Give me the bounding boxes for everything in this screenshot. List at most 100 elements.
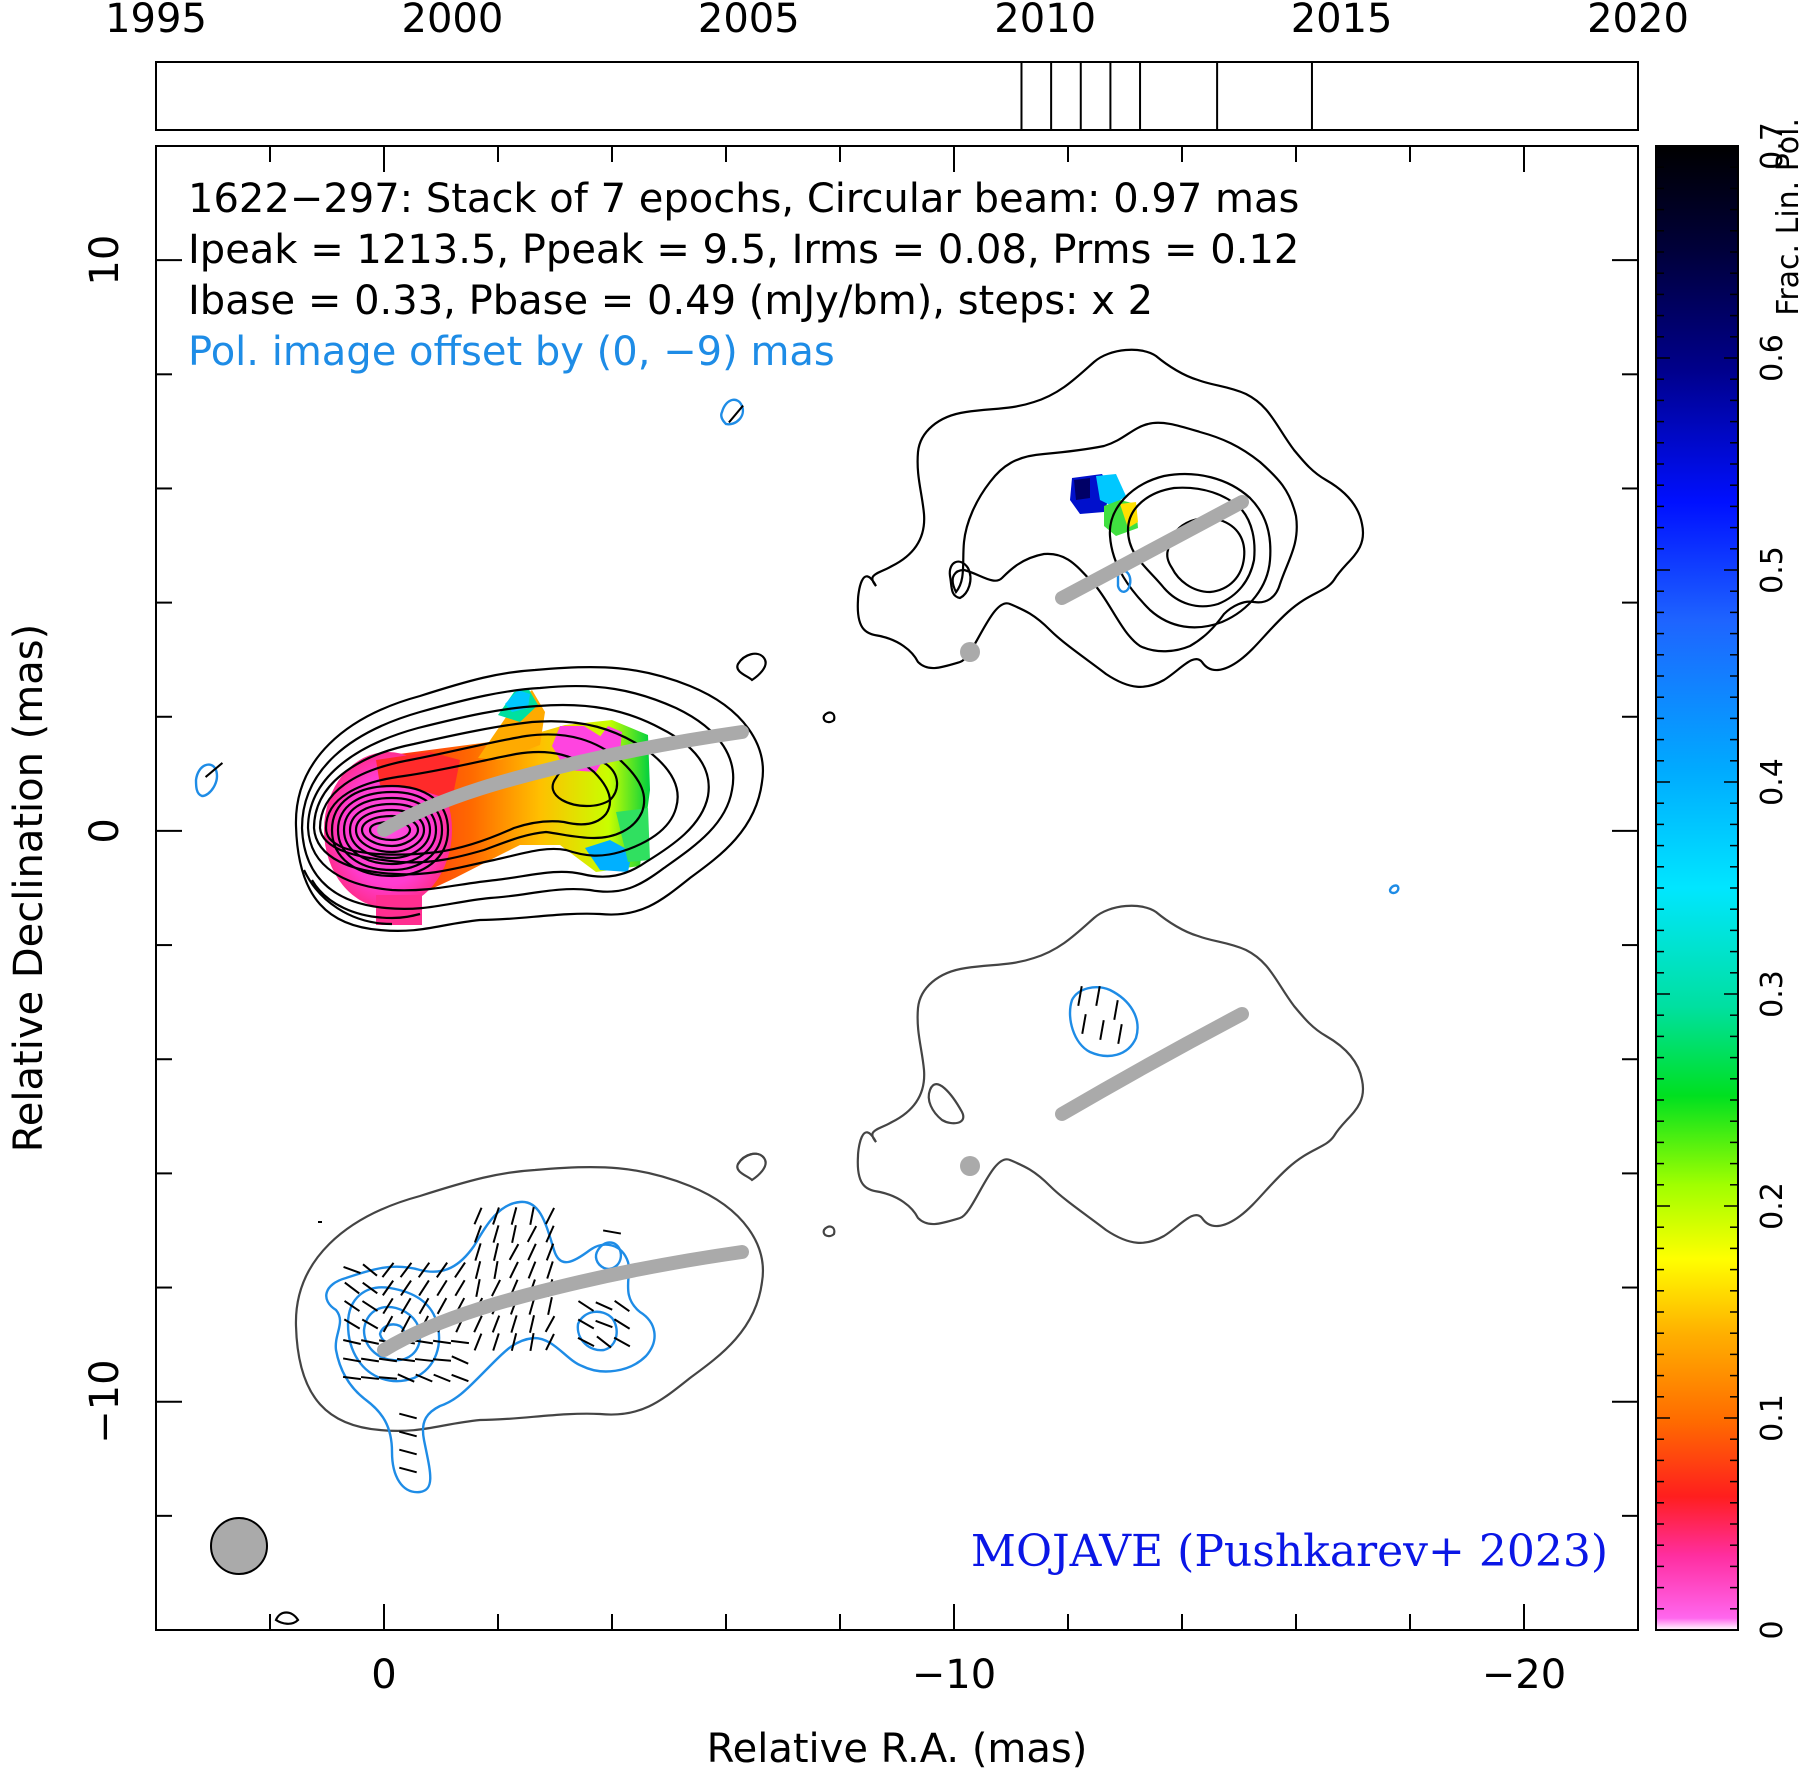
evpa-vector bbox=[1114, 1000, 1117, 1020]
evpa-vector bbox=[362, 1301, 377, 1311]
pol-contour-6 bbox=[596, 1243, 621, 1269]
evpa-vector bbox=[578, 1301, 593, 1311]
colorbar-tick-label: 0.1 bbox=[1755, 1394, 1790, 1442]
ridgeline-marker-bottom bbox=[960, 1156, 980, 1176]
evpa-vector bbox=[493, 1333, 499, 1350]
evpa-vector bbox=[452, 1375, 469, 1381]
colorbar-tick-label: 0.6 bbox=[1755, 334, 1790, 382]
ridgeline-bottom-left bbox=[384, 1252, 742, 1350]
colorbar-tick-label: 0.5 bbox=[1755, 546, 1790, 594]
colorbar: 00.10.20.30.40.50.60.7 Frac. Lin. Pol. bbox=[1656, 118, 1806, 1640]
evpa-vector bbox=[399, 1450, 416, 1455]
evpa-vector bbox=[433, 1341, 451, 1344]
evpa-vector bbox=[433, 1359, 451, 1361]
y-tick-label: −10 bbox=[82, 1359, 128, 1443]
evpa-vector bbox=[438, 1298, 447, 1314]
contour-islet-6 bbox=[824, 1227, 835, 1237]
evpa-vector bbox=[547, 1244, 553, 1261]
frac-pol-map bbox=[324, 474, 1138, 925]
contour-outer-4 bbox=[858, 906, 1363, 1243]
evpa-vector bbox=[597, 1336, 611, 1347]
evpa-vector bbox=[512, 1333, 516, 1350]
evpa-vector bbox=[494, 1261, 497, 1279]
contour-inner-2 bbox=[953, 423, 1297, 652]
evpa-vector bbox=[345, 1283, 359, 1294]
evpa-vector bbox=[1100, 1020, 1103, 1040]
ridgeline-top-right bbox=[1062, 502, 1242, 598]
colorbar-tick-label: 0.2 bbox=[1755, 1182, 1790, 1230]
total-intensity-outline-panel-4 bbox=[737, 906, 1363, 1243]
evpa-vector bbox=[415, 1341, 433, 1344]
evpa-vector bbox=[530, 1333, 533, 1351]
credit-label: MOJAVE (Pushkarev+ 2023) bbox=[971, 1526, 1608, 1577]
evpa-vector bbox=[512, 1207, 517, 1224]
plot-area: 1622−297: Stack of 7 epochs, Circular be… bbox=[156, 146, 1638, 1630]
evpa-vector bbox=[399, 1468, 416, 1473]
evpa-vector bbox=[493, 1316, 499, 1333]
evpa-vector bbox=[455, 1280, 464, 1295]
evpa-vector bbox=[399, 1432, 416, 1437]
evpa-vector bbox=[492, 1280, 500, 1296]
y-tick-label: 10 bbox=[82, 235, 128, 286]
evpa-vector bbox=[451, 1341, 469, 1343]
evpa-vector bbox=[434, 1375, 451, 1382]
evpa-vector bbox=[547, 1261, 553, 1278]
annotation-line-2: Ipeak = 1213.5, Ppeak = 9.5, Irms = 0.08… bbox=[188, 227, 1299, 273]
evpa-vector bbox=[510, 1262, 518, 1278]
contour-islet-5 bbox=[737, 1154, 765, 1180]
frac-pol-core-tail bbox=[376, 895, 422, 925]
x-tick-label: −10 bbox=[912, 1652, 996, 1698]
contour-islet-3 bbox=[276, 1613, 298, 1624]
contour-islet-4 bbox=[929, 1084, 964, 1123]
timeline-epochs bbox=[1021, 62, 1311, 130]
evpa-vector bbox=[510, 1244, 519, 1260]
evpa-vector bbox=[399, 1414, 416, 1419]
frac-pol-knot-dark bbox=[1074, 478, 1090, 500]
ridgeline-marker-top bbox=[960, 642, 980, 662]
colorbar-tick-label: 0 bbox=[1755, 1620, 1790, 1639]
evpa-vector bbox=[530, 1207, 533, 1225]
annotation-line-1: 1622−297: Stack of 7 epochs, Circular be… bbox=[188, 176, 1299, 222]
evpa-vector bbox=[614, 1338, 630, 1347]
evpa-vectors bbox=[206, 406, 1122, 1473]
timeline-tick-label: 2020 bbox=[1587, 0, 1689, 42]
timeline-tick-label: 1995 bbox=[105, 0, 207, 42]
timeline-tick-label: 2005 bbox=[698, 0, 800, 42]
timeline-tick-label: 2010 bbox=[994, 0, 1096, 42]
evpa-vector bbox=[1082, 1014, 1085, 1034]
evpa-vector bbox=[343, 1340, 361, 1344]
pol-contour-5 bbox=[578, 1312, 617, 1350]
annotation-line-3: Ibase = 0.33, Pbase = 0.49 (mJy/bm), ste… bbox=[188, 278, 1153, 324]
evpa-vector bbox=[475, 1243, 480, 1260]
evpa-vector bbox=[401, 1263, 412, 1277]
y-tick-labels: 100−10 bbox=[82, 235, 128, 1444]
evpa-vector bbox=[475, 1334, 482, 1351]
evpa-vector bbox=[596, 1302, 612, 1309]
timeline-frame bbox=[156, 62, 1638, 130]
evpa-vector bbox=[474, 1316, 482, 1332]
evpa-vector bbox=[452, 1356, 468, 1363]
evpa-vector bbox=[548, 1297, 552, 1315]
evpa-vector bbox=[1118, 1024, 1121, 1044]
timeline-tick-label: 2015 bbox=[1291, 0, 1393, 42]
evpa-vector bbox=[1078, 986, 1081, 1006]
colorbar-tick-label: 0.3 bbox=[1755, 970, 1790, 1018]
timeline-tick-label: 2000 bbox=[402, 0, 504, 42]
epoch-timeline: 1995 2000 2005 2010 2015 2020 bbox=[105, 0, 1689, 130]
evpa-vector bbox=[437, 1280, 447, 1295]
pol-contour-11 bbox=[1390, 886, 1398, 894]
evpa-vector bbox=[546, 1316, 555, 1332]
evpa-vector bbox=[494, 1243, 498, 1261]
pol-contour-outer bbox=[326, 1202, 654, 1492]
evpa-vector bbox=[603, 1230, 621, 1233]
evpa-vector bbox=[476, 1261, 480, 1278]
evpa-vector bbox=[1096, 986, 1099, 1006]
evpa-vector bbox=[530, 1315, 534, 1333]
evpa-vector bbox=[512, 1225, 516, 1243]
contour-islet-7 bbox=[738, 1154, 764, 1164]
colorbar-label: Frac. Lin. Pol. bbox=[1771, 118, 1806, 316]
evpa-vector bbox=[415, 1359, 433, 1361]
evpa-vector bbox=[578, 1320, 594, 1329]
evpa-vector bbox=[511, 1315, 516, 1332]
